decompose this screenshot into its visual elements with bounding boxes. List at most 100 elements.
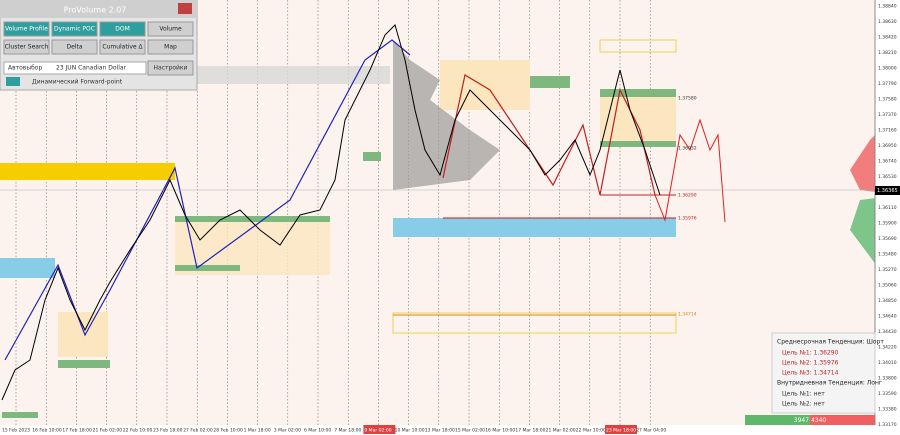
time-label: 3 Mar 02:00 [274,428,301,434]
price-label: 1.38000 [878,66,897,72]
price-label: 1.33590 [878,391,897,397]
target: Цель №1: 1.36290 [782,350,839,357]
button-label: DOM [115,26,130,33]
bid-bar [745,415,810,425]
panel-button[interactable]: Cluster Search [3,39,50,55]
time-label: 28 Feb 10:00 [213,428,243,434]
zone [392,312,677,334]
target: Цель №2: нет [782,401,825,408]
panel-title: ProVolume 2.07 [64,6,127,15]
time-label: 16 Feb 10:00 [32,428,62,434]
volume-profile [393,40,500,190]
price-label: 1.34220 [878,345,897,351]
price-label: 1.37160 [878,128,897,134]
price-label: 1.34640 [878,314,897,320]
zone [0,163,175,180]
zone [175,216,330,222]
target: Цель №3: 1.34714 [782,370,839,377]
target: Цель №2: 1.35976 [782,360,839,367]
settings-label: Настройки [154,65,188,72]
time-label: 21 Feb 02:00 [93,428,123,434]
time-label: 17 Feb 18:00 [62,428,92,434]
price-line [1,24,661,401]
instrument: 23 JUN Canadian Dollar [56,65,127,72]
toggle[interactable] [6,77,20,86]
price-label: 1.35270 [878,267,897,273]
price-label: 1.34430 [878,329,897,335]
forecast [654,118,726,223]
level-label: 1.36290 [678,193,697,199]
price-label: 1.38840 [878,4,897,10]
price-label: 1.37580 [878,97,897,103]
zone [600,89,676,97]
price-label: 1.36740 [878,159,897,165]
button-bg[interactable] [147,21,194,37]
price-label: 1.35690 [878,236,897,242]
price-label: 1.36950 [878,143,897,149]
time-label: 6 Mar 10:00 [304,428,331,434]
price-label: 1.33800 [878,376,897,382]
time-label: 15 Feb 2023 [2,428,30,434]
zone [363,152,381,161]
price-label: 1.37790 [878,81,897,87]
zone [58,312,108,357]
zone [600,141,676,147]
zone [599,39,677,53]
price-label: 1.34010 [878,360,897,366]
panel-button[interactable]: Delta [51,39,98,55]
time-label: 16 Mar 10:00 [485,428,515,434]
level-label: 1.35976 [678,216,697,222]
time-label: 17 Mar 18:00 [515,428,545,434]
level-label: 1.34714 [678,312,697,318]
button-bg[interactable] [3,21,50,37]
info-box [771,332,876,414]
price-label: 1.37370 [878,112,897,118]
forward-point: Динамический Forward-point [32,79,123,86]
current-price: 1.36365 [877,188,898,194]
price-label: 1.36110 [878,205,897,211]
panel-button[interactable]: Dynamic POC [51,21,98,37]
zone [2,412,38,418]
price-label: 1.35480 [878,252,897,258]
panel-button[interactable]: Volume Profile [3,21,50,37]
instrument-select[interactable] [3,61,147,75]
panel-button[interactable]: DOM [99,21,146,37]
time-label: 23 Mar 18:00 [606,428,636,434]
time-label: 1 Mar 18:00 [244,428,271,434]
button-bg[interactable] [99,39,146,55]
ask-bar [810,415,875,425]
current-price-box [875,186,900,195]
time-label: 27 Feb 02:00 [183,428,213,434]
button-bg[interactable] [99,21,146,37]
price-label: 1.36530 [878,174,897,180]
time-label: 23 Feb 18:00 [153,428,183,434]
panel-button[interactable]: Volume [147,21,194,37]
target: Цель №1: нет [782,391,825,398]
time-label: 22 Mar 10:00 [576,428,606,434]
price-label: 1.35060 [878,283,897,289]
panel-button[interactable]: Cumulative Δ [99,39,146,55]
panel-button[interactable]: Map [147,39,194,55]
button-bg[interactable] [3,39,50,55]
button-label: Volume Profile [5,26,48,33]
button-bg[interactable] [51,39,98,55]
time-label: 15 Mar 02:00 [455,428,485,434]
button-bg[interactable] [147,39,194,55]
price-label: 1.38420 [878,35,897,41]
settings-button[interactable] [147,60,194,76]
provolume-panel: ProVolume 2.07 Volume Profile Dynamic POC… [0,0,198,91]
time-label: 21 Mar 02:00 [546,428,576,434]
time-label: 22 Feb 10:00 [123,428,153,434]
zone [440,60,530,110]
price-label: 1.34850 [878,298,897,304]
button-label: Delta [66,44,82,51]
button-label: Map [164,44,177,51]
zone [175,265,240,271]
level-label: 1.36932 [678,146,697,152]
close-button[interactable] [178,3,192,14]
button-bg[interactable] [51,21,98,37]
zone [0,258,55,278]
price-labels: 1.38840 1.38630 1.38420 1.38210 1.38000 1.377… [878,4,897,429]
price-label: 1.33170 [878,422,897,428]
